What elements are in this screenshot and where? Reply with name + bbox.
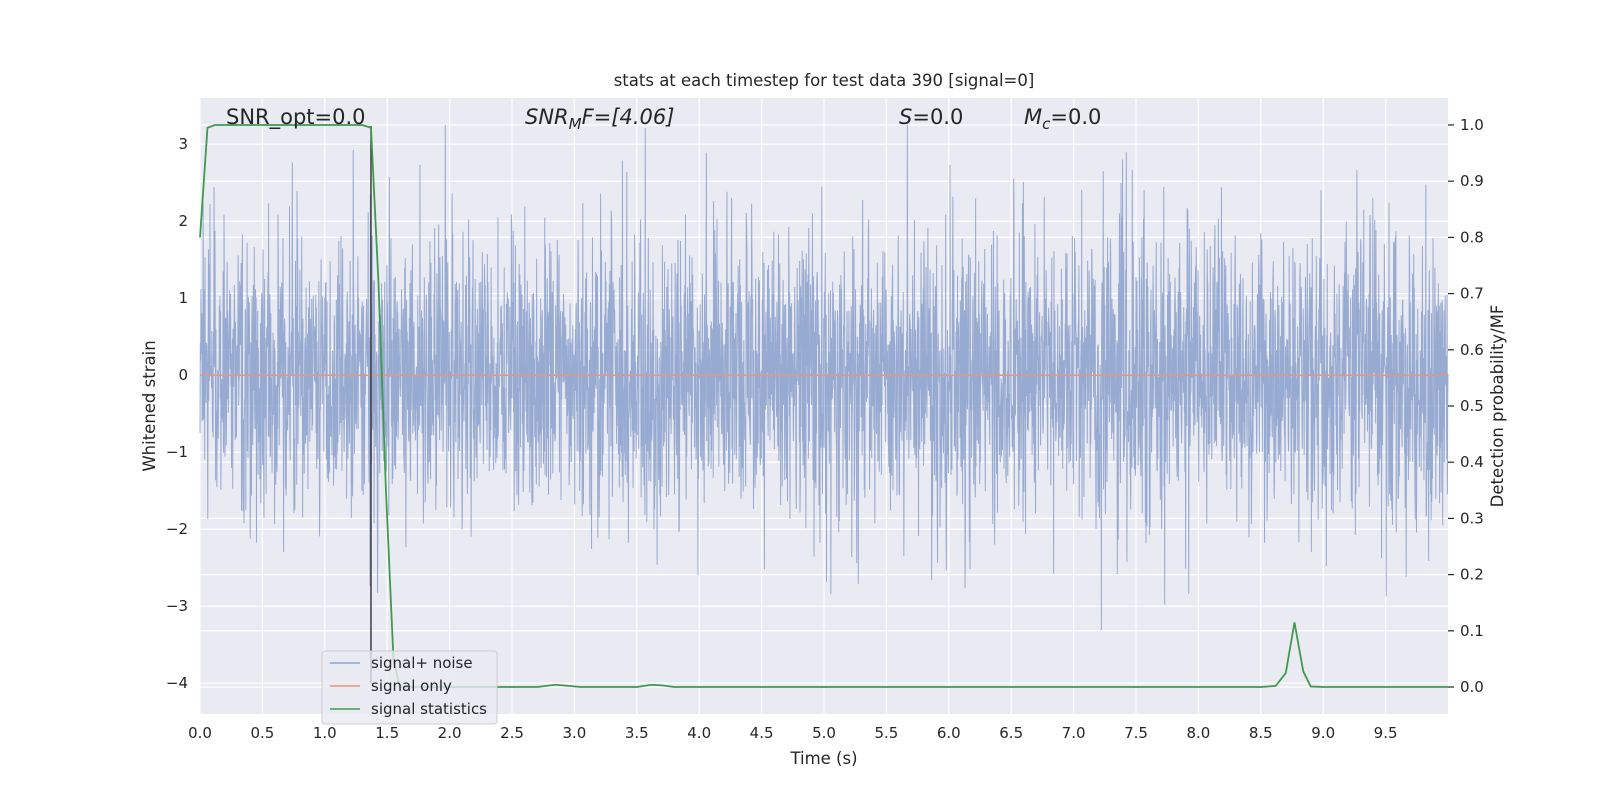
snr-mf-subscript: M <box>569 115 582 133</box>
mc-value: =0.0 <box>1050 105 1101 129</box>
signal-statistics-series <box>199 124 1448 688</box>
right-y-tick-label: 0.4 <box>1460 453 1484 471</box>
legend-label-signal-statistics: signal statistics <box>371 700 487 718</box>
right-y-tick-label: 0.9 <box>1460 172 1484 190</box>
legend-label-signal-noise: signal+ noise <box>371 654 473 672</box>
x-tick-label: 9.5 <box>1374 724 1398 742</box>
y-tick-label: 0 <box>178 366 188 384</box>
x-axis-label: Time (s) <box>789 749 857 768</box>
y-axis-label: Whitened strain <box>140 340 159 471</box>
y-tick-label: 3 <box>178 135 188 153</box>
x-axis-ticks: 0.0 0.5 1.0 1.5 2.0 2.5 3.0 3.5 4.0 4.5 5.0 5.5 6.0 6… <box>188 724 1397 742</box>
legend-label-signal-only: signal only <box>371 677 452 695</box>
x-tick-label: 3.0 <box>562 724 586 742</box>
mc-annotation: Mc=0.0 <box>1024 105 1101 133</box>
snr-opt-annotation: SNR_opt=0.0 <box>226 105 366 130</box>
right-y-tick-label: 0.5 <box>1460 397 1484 415</box>
x-tick-label: 5.0 <box>812 724 836 742</box>
right-y-axis-ticks: 0.0 0.1 0.2 0.3 0.4 0.5 0.6 0.7 0.8 0.9 1.0 <box>1448 116 1484 696</box>
snr-mf-f: F=[4.06] <box>582 105 675 129</box>
x-tick-label: 4.5 <box>750 724 774 742</box>
x-tick-label: 6.5 <box>999 724 1023 742</box>
y-tick-label: −4 <box>166 674 188 692</box>
signal-noise-line <box>199 124 1449 631</box>
noise-series <box>199 124 1449 631</box>
x-tick-label: 1.0 <box>313 724 337 742</box>
x-tick-label: 3.5 <box>625 724 649 742</box>
right-y-tick-label: 0.7 <box>1460 285 1484 303</box>
legend-box <box>321 650 498 725</box>
right-y-tick-label: 0.0 <box>1460 678 1484 696</box>
right-y-tick-label: 0.6 <box>1460 341 1484 359</box>
signal-statistics-line <box>199 124 1448 688</box>
x-tick-label: 8.5 <box>1249 724 1273 742</box>
s-variable: S <box>899 105 912 129</box>
x-tick-label: 2.5 <box>500 724 524 742</box>
x-tick-label: 8.0 <box>1186 724 1210 742</box>
legend: signal+ noise signal only signal statist… <box>321 650 498 725</box>
mc-subscript: c <box>1042 115 1051 133</box>
x-tick-label: 7.0 <box>1062 724 1086 742</box>
right-y-tick-label: 0.1 <box>1460 622 1484 640</box>
right-y-tick-label: 1.0 <box>1460 116 1484 134</box>
s-annotation: S=0.0 <box>899 105 963 129</box>
x-tick-label: 9.0 <box>1311 724 1335 742</box>
s-value: =0.0 <box>912 105 963 129</box>
y-tick-label: 1 <box>178 289 188 307</box>
y-tick-label: −3 <box>166 597 188 615</box>
snr-mf-base: SNR <box>525 105 569 129</box>
y-tick-label: 2 <box>178 212 188 230</box>
right-y-tick-label: 0.3 <box>1460 509 1484 527</box>
x-tick-label: 4.0 <box>687 724 711 742</box>
x-tick-label: 6.0 <box>937 724 961 742</box>
x-tick-label: 0.0 <box>188 724 212 742</box>
x-tick-label: 0.5 <box>250 724 274 742</box>
x-tick-label: 7.5 <box>1124 724 1148 742</box>
right-y-tick-label: 0.2 <box>1460 566 1484 584</box>
mc-variable: M <box>1024 105 1042 129</box>
x-tick-label: 5.5 <box>874 724 898 742</box>
right-y-axis-label: Detection probability/MF <box>1488 305 1507 508</box>
right-y-tick-label: 0.8 <box>1460 228 1484 246</box>
y-axis-ticks: −4 −3 −2 −1 0 1 2 3 <box>166 135 188 692</box>
y-tick-label: −2 <box>166 520 188 538</box>
chart-title: stats at each timestep for test data 390… <box>614 71 1035 90</box>
y-tick-label: −1 <box>166 443 188 461</box>
snr-mf-annotation: SNRMF=[4.06] <box>525 105 674 133</box>
x-tick-label: 2.0 <box>438 724 462 742</box>
x-tick-label: 1.5 <box>375 724 399 742</box>
